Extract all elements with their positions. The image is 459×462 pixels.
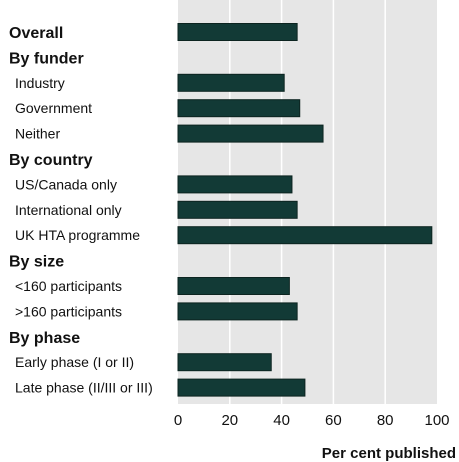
group-header-label: By phase <box>9 330 80 347</box>
category-label: <160 participants <box>15 278 122 294</box>
bar <box>178 24 297 41</box>
bar <box>178 125 323 142</box>
bar <box>178 100 300 117</box>
category-label: Early phase (I or II) <box>15 354 134 370</box>
bar <box>178 227 432 244</box>
category-label: Government <box>15 100 92 116</box>
bar <box>178 176 292 193</box>
bar <box>178 201 297 218</box>
group-header-label: By funder <box>9 50 84 67</box>
x-tick-label: 80 <box>377 412 394 429</box>
bar <box>178 303 297 320</box>
group-header-label: By size <box>9 254 64 271</box>
bar <box>178 278 289 295</box>
x-tick-label: 0 <box>174 412 182 429</box>
bar <box>178 354 271 371</box>
category-label: Industry <box>15 75 65 91</box>
category-label: Late phase (II/III or III) <box>15 380 153 396</box>
x-tick-label: 100 <box>424 412 449 429</box>
bar <box>178 74 284 91</box>
category-label: UK HTA programme <box>15 227 140 243</box>
group-header-label: By country <box>9 152 93 169</box>
x-axis-label: Per cent published <box>322 445 456 462</box>
category-label: Neither <box>15 126 60 142</box>
category-label: US/Canada only <box>15 176 117 192</box>
group-header-label: Overall <box>9 25 63 42</box>
x-axis-ticks: 0 20 40 60 80 100 <box>174 412 450 429</box>
x-tick-label: 20 <box>221 412 238 429</box>
category-label: >160 participants <box>15 303 122 319</box>
bar <box>178 379 305 396</box>
category-label: International only <box>15 202 122 218</box>
category-labels: Overall By funder Industry Government Neithe… <box>9 25 153 396</box>
x-tick-label: 40 <box>273 412 290 429</box>
x-tick-label: 60 <box>325 412 342 429</box>
